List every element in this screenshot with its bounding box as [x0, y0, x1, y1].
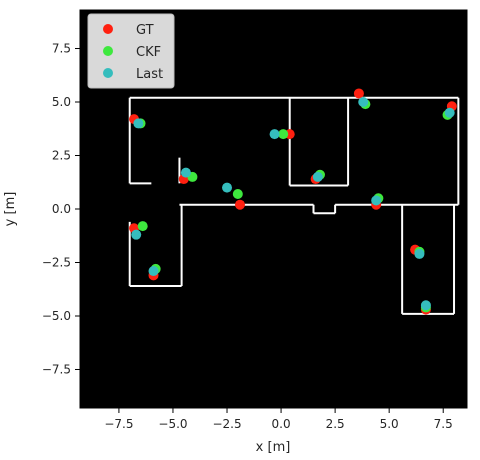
x-tick-label: 0.0 [272, 417, 291, 431]
legend-marker-last [103, 68, 113, 78]
data-point-last [420, 300, 431, 311]
x-tick-label: 5.0 [380, 417, 399, 431]
data-point-last [269, 129, 280, 140]
y-tick-label: 0.0 [52, 202, 71, 216]
x-tick-label: −5.0 [158, 417, 187, 431]
legend-marker-ckf [103, 46, 113, 56]
y-tick-label: −7.5 [42, 362, 71, 376]
y-tick-label: 7.5 [52, 42, 71, 56]
legend-label-gt: GT [136, 23, 154, 38]
y-tick-label: −5.0 [42, 309, 71, 323]
x-tick-label: 7.5 [434, 417, 453, 431]
y-axis-ticks: −7.5 −5.0 −2.5 0.0 2.5 5.0 7.5 [42, 42, 80, 376]
x-tick-label: −7.5 [104, 417, 133, 431]
legend-marker-gt [103, 24, 113, 34]
x-tick-label: −2.5 [212, 417, 241, 431]
data-point-last [180, 167, 191, 178]
x-axis-label: x [m] [256, 440, 291, 455]
data-point-ckf [278, 129, 289, 140]
data-point-gt [234, 199, 245, 210]
legend-label-ckf: CKF [136, 45, 161, 60]
y-tick-label: 5.0 [52, 95, 71, 109]
data-point-last [133, 118, 144, 129]
data-point-last [131, 229, 142, 240]
data-point-ckf [137, 221, 148, 232]
map-walls [128, 96, 460, 315]
data-point-ckf [232, 189, 243, 200]
data-point-last [358, 97, 369, 108]
y-axis-label: y [m] [3, 192, 18, 227]
legend: GT CKF Last [87, 13, 175, 89]
data-point-last [312, 171, 323, 182]
data-point-last [371, 195, 382, 206]
y-tick-label: −2.5 [42, 255, 71, 269]
data-point-gt [353, 88, 364, 99]
data-point-last [222, 182, 233, 193]
data-point-last [414, 248, 425, 259]
y-tick-label: 2.5 [52, 149, 71, 163]
data-point-last [148, 266, 159, 277]
x-axis-ticks: −7.5 −5.0 −2.5 0.0 2.5 5.0 7.5 [104, 408, 453, 431]
data-points [129, 88, 457, 315]
data-point-last [444, 107, 455, 118]
legend-label-last: Last [136, 67, 163, 82]
x-tick-label: 2.5 [326, 417, 345, 431]
